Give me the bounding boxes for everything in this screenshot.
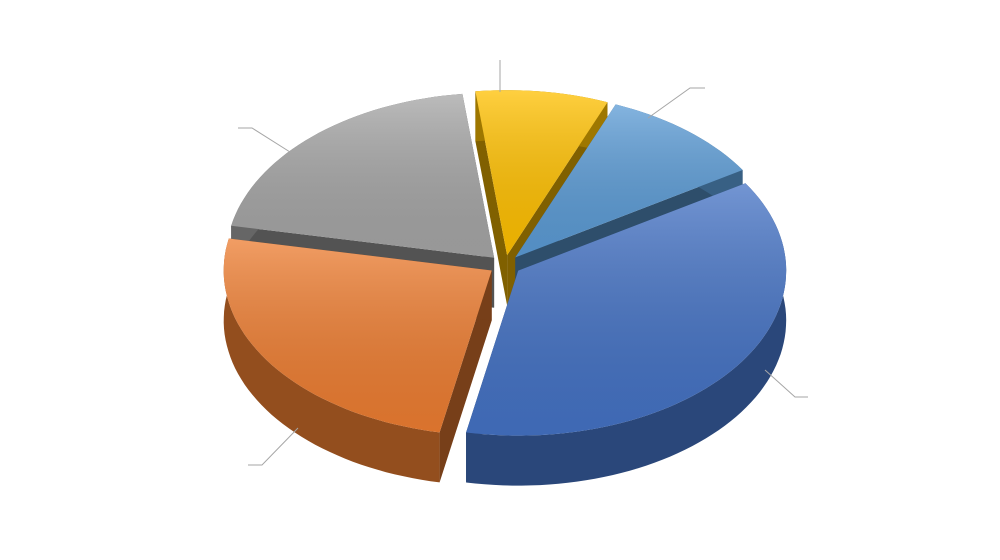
leader-line [764,369,808,398]
slice-shine [223,238,492,433]
slice-side [475,91,508,306]
slice-shine [515,104,743,258]
pie [223,90,787,486]
slice-shine [231,93,495,258]
leader-line [647,87,705,119]
leader-line [248,427,299,466]
slice-group [223,238,492,483]
slice-side [439,270,492,483]
slice-group [466,183,787,486]
slice-group [231,93,495,308]
slice-shine [475,90,608,256]
slice-wall [223,238,440,483]
leader-lines [238,60,808,466]
slice-group [515,104,743,308]
leader-line [238,127,291,153]
slice-wall [466,183,787,486]
slice-shine [466,183,787,436]
